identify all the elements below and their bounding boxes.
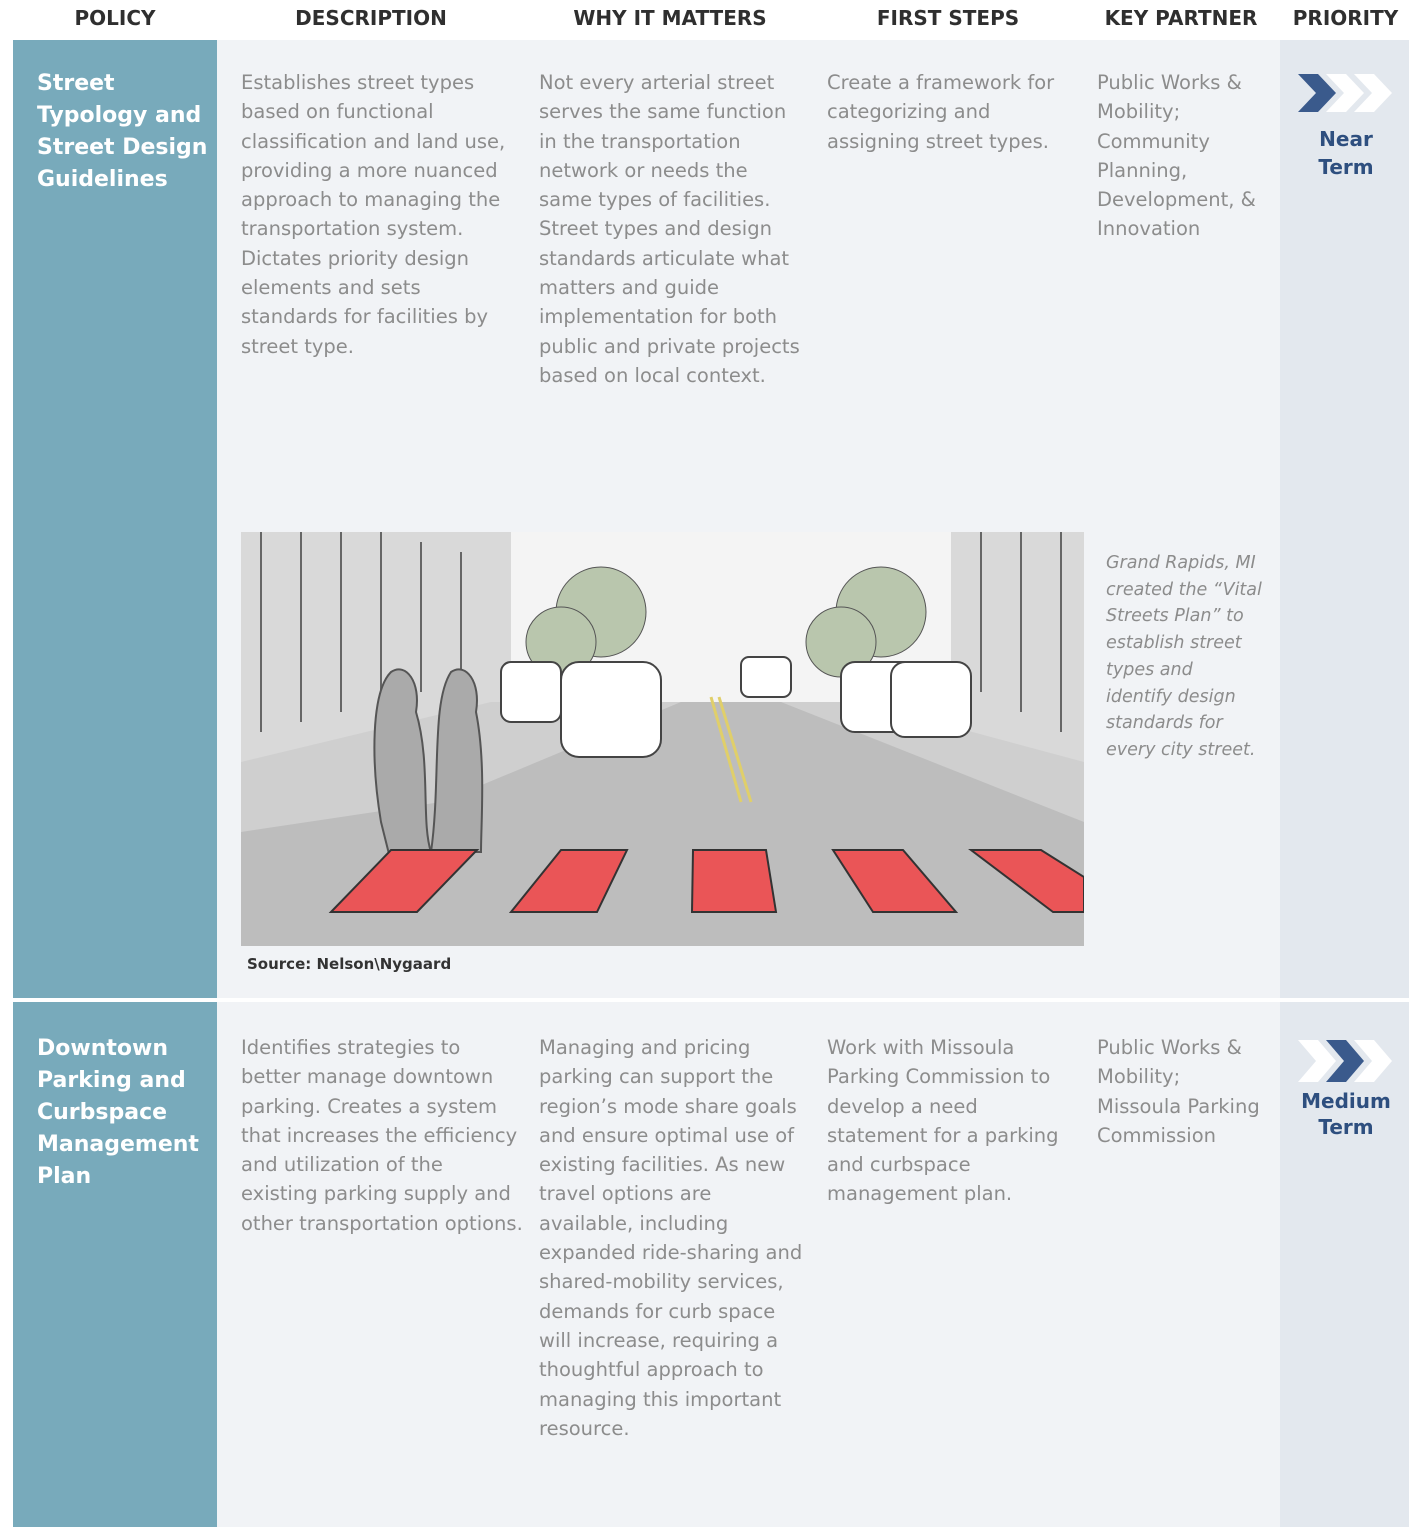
- first-steps: Work with Missoula Parking Commission to…: [827, 1036, 1059, 1206]
- priority-cell: [1280, 40, 1409, 998]
- header: FIRST STEPS: [876, 6, 1020, 30]
- priority: Medium Term: [1301, 1089, 1391, 1139]
- policy: Downtown Parking and Curbspace Managemen…: [37, 1036, 199, 1189]
- header: PRIORITY: [1292, 6, 1399, 30]
- key-partner: Public Works & Mobility; Missoula Parkin…: [1097, 1036, 1260, 1147]
- priority-icon: [1298, 74, 1392, 112]
- header: POLICY: [74, 6, 156, 30]
- why-it-matters: Managing and pricing parking can support…: [539, 1036, 803, 1440]
- priority-icon: [1298, 1040, 1392, 1082]
- policy-cell: [13, 40, 217, 998]
- figure-source: Source: Nelson\Nygaard: [247, 955, 452, 973]
- figure-note: Grand Rapids, MI created the “Vital Stre…: [1106, 553, 1262, 760]
- header: WHY IT MATTERS: [573, 6, 767, 30]
- header: DESCRIPTION: [295, 6, 447, 30]
- first-steps: Create a framework for categorizing and …: [827, 71, 1055, 153]
- description: Establishes street types based on functi…: [241, 71, 506, 358]
- why-it-matters: Not every arterial street serves the sam…: [539, 71, 800, 387]
- description: Identifies strategies to better manage d…: [241, 1036, 523, 1235]
- priority: Near Term: [1318, 127, 1374, 179]
- priority-cell: [1280, 1002, 1409, 1527]
- policy-cell: [13, 1002, 217, 1527]
- row-bg: [217, 1002, 1280, 1527]
- street-illustration: [241, 532, 1084, 946]
- policy: Street Typology and Street Design Guidel…: [37, 71, 208, 192]
- key-partner: Public Works & Mobility; Community Plann…: [1097, 71, 1256, 241]
- header: KEY PARTNER: [1104, 6, 1258, 30]
